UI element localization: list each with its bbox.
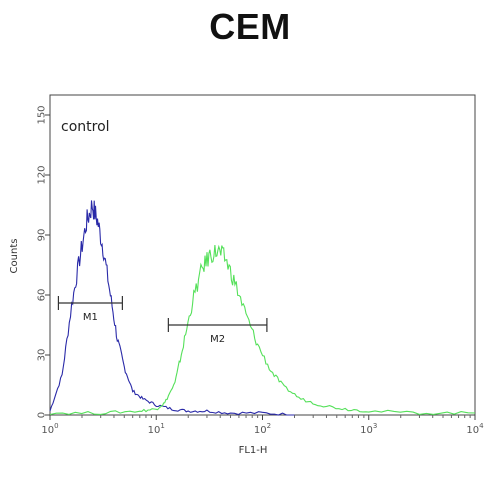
x-axis-label: FL1-H — [239, 445, 268, 456]
histogram-series-1 — [49, 200, 295, 416]
x-tick-label: 100 — [41, 422, 58, 436]
x-tick-label: 103 — [360, 422, 377, 436]
x-tick-label: 102 — [254, 422, 271, 436]
control-label: control — [61, 119, 110, 135]
y-axis-label: Counts — [9, 239, 20, 274]
y-tick-label: 150 — [37, 105, 48, 124]
gate-marker-m1: M1 — [57, 296, 123, 323]
y-tick-label: 30 — [37, 349, 48, 362]
x-tick-label: 101 — [148, 422, 165, 436]
y-tick-label: 0 — [37, 412, 48, 418]
gate-marker-m2: M2 — [167, 318, 268, 345]
plot-frame — [49, 94, 476, 416]
histogram-series-2 — [49, 244, 476, 416]
x-tick-label: 104 — [466, 422, 484, 436]
gate-label: M1 — [83, 312, 98, 323]
y-tick-label: 120 — [37, 165, 48, 184]
y-tick-label: 90 — [37, 229, 48, 242]
y-tick-label: 60 — [37, 289, 48, 302]
gate-label: M2 — [210, 334, 225, 345]
chart-title: CEM — [209, 6, 291, 47]
